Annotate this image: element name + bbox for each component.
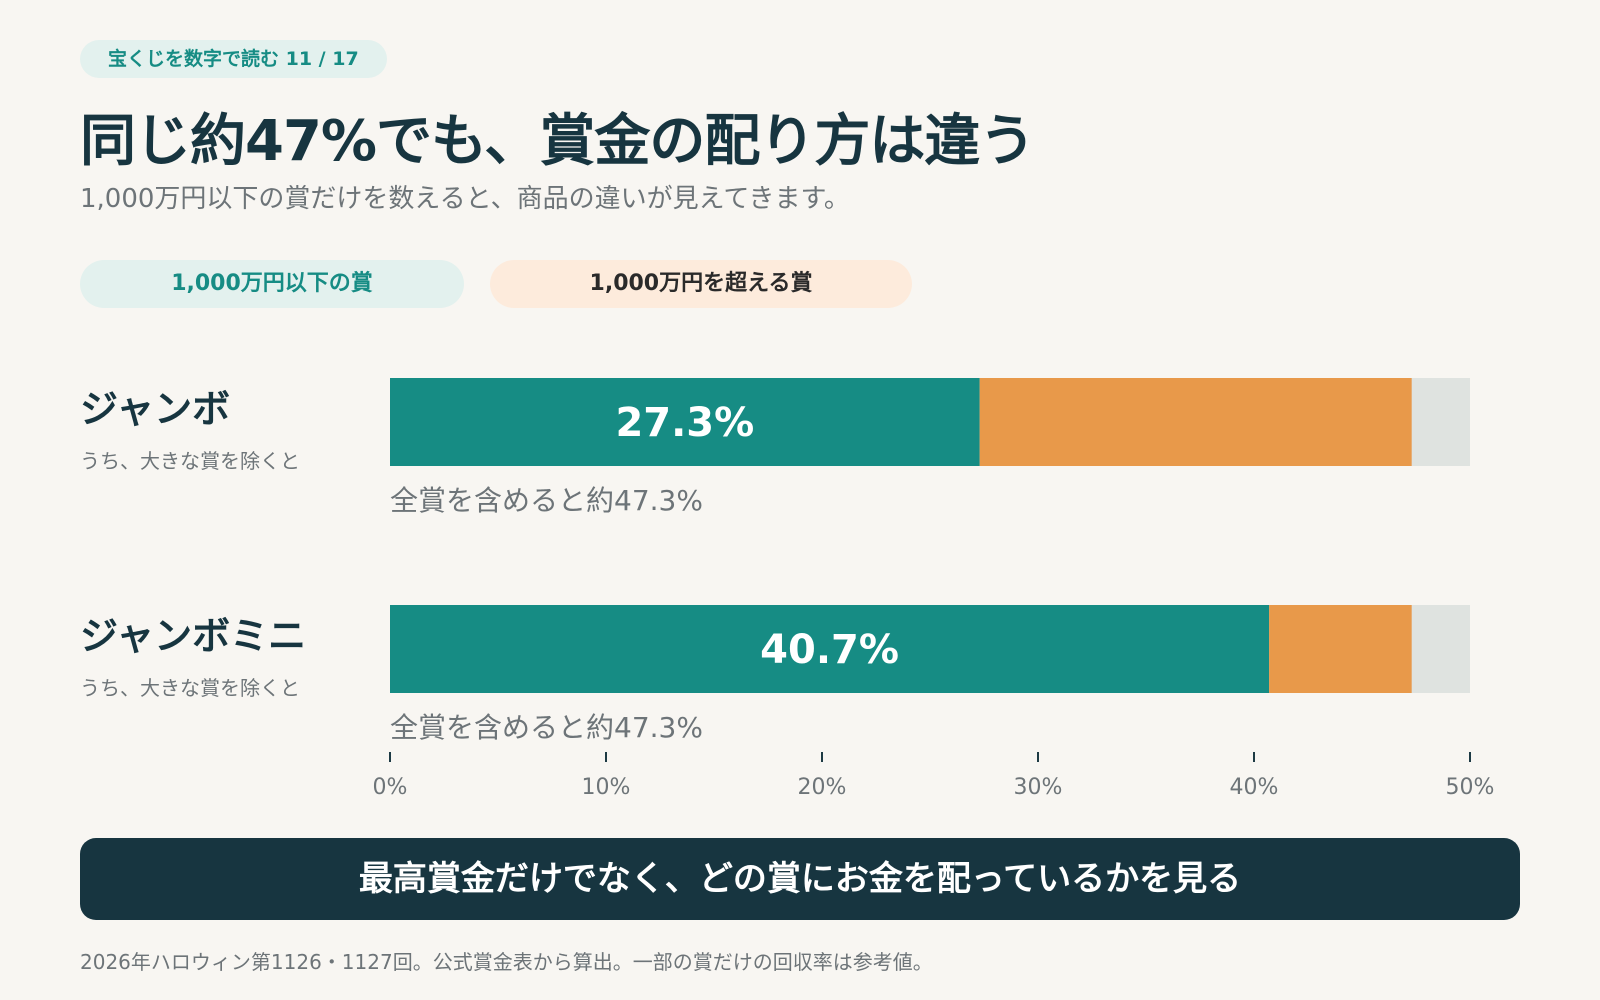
page-subtitle: 1,000万円以下の賞だけを数えると、商品の違いが見えてきます。 [80,184,850,214]
data-label: 40.7% [760,627,899,673]
category-label: ジャンボミニ [80,614,306,658]
data-label: 27.3% [615,400,754,446]
x-tick-label: 20% [798,775,847,800]
x-tick-label: 50% [1446,775,1495,800]
stacked-bar-chart: ジャンボうち、大きな賞を除くと27.3%全賞を含めると約47.3%ジャンボミニう… [80,378,1495,800]
footnote: 2026年ハロウィン第1126・1127回。公式賞金表から算出。一部の賞だけの回… [80,950,933,974]
category-sublabel: うち、大きな賞を除くと [80,676,300,700]
bar-segment-high [979,378,1412,466]
bar-segment-high [1269,605,1412,693]
category-sublabel: うち、大きな賞を除くと [80,449,300,473]
x-tick-label: 40% [1230,775,1279,800]
x-tick-label: 10% [582,775,631,800]
legend-low-prizes: 1,000万円以下の賞 [80,260,464,308]
x-tick-label: 0% [373,775,408,800]
total-note: 全賞を含めると約47.3% [390,484,703,517]
legend-high-prizes: 1,000万円を超える賞 [490,260,912,308]
cta-banner: 最高賞金だけでなく、どの賞にお金を配っているかを見る [80,838,1520,920]
x-tick-label: 30% [1014,775,1063,800]
page-title: 同じ約47%でも、賞金の配り方は違う [80,109,1035,174]
section-badge: 宝くじを数字で読む 11 / 17 [80,40,387,78]
bar-segment-low [390,378,980,466]
bar-segment-low [390,605,1270,693]
category-label: ジャンボ [80,387,230,431]
total-note: 全賞を含めると約47.3% [390,711,703,744]
